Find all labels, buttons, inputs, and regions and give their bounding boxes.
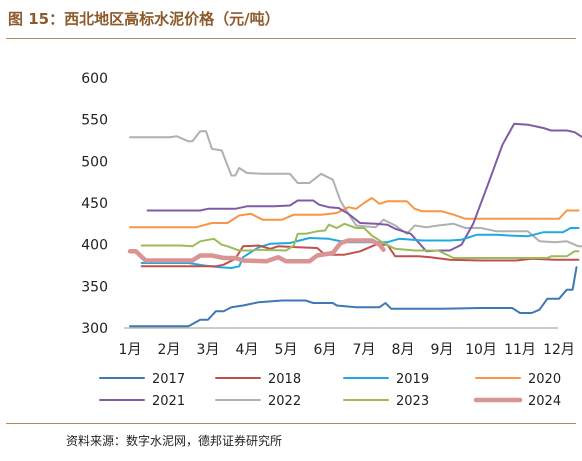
series-line-2023 [140,222,580,259]
x-tick-label: 3月 [197,342,220,358]
x-tick-label: 9月 [431,342,454,358]
source-note: 资料来源：数字水泥网，德邦证券研究所 [66,434,283,448]
x-tick-label: 5月 [275,342,298,358]
x-axis: 1月 2月 3月 4月 5月 6月 7月 8月 9月 10月 11月 12月 [119,327,575,358]
y-axis: 300 350 400 450 500 550 600 [81,71,108,337]
series-line-2017 [129,266,578,328]
legend-label-2021: 2021 [152,394,185,409]
chart-title: 图 15：西北地区高标水泥价格（元/吨） [8,10,280,28]
series-layer [127,122,582,328]
x-tick-label: 7月 [353,342,376,358]
legend-label-2020: 2020 [528,372,561,387]
x-tick-label: 8月 [392,342,415,358]
x-tick-label: 4月 [236,342,259,358]
x-tick-label: 11月 [504,342,536,358]
y-tick-label: 400 [81,238,108,254]
x-tick-label: 2月 [158,342,181,358]
x-tick-label: 6月 [314,342,337,358]
y-tick-label: 550 [81,113,108,129]
legend-label-2019: 2019 [396,372,429,387]
legend-label-2018: 2018 [268,372,301,387]
y-tick-label: 600 [81,71,108,87]
series-line-2021 [146,122,582,253]
legend-label-2022: 2022 [268,394,301,409]
series-line-2022 [129,130,582,248]
legend-label-2017: 2017 [152,372,185,387]
y-tick-label: 300 [81,321,108,337]
title-divider [6,38,576,39]
x-tick-label: 12月 [543,342,575,358]
x-tick-label: 1月 [119,342,142,358]
footer-divider [6,423,576,424]
series-line-2024 [127,238,386,264]
legend-label-2024: 2024 [528,394,561,409]
y-tick-label: 500 [81,154,108,170]
legend-label-2023: 2023 [396,394,429,409]
series-line-2019 [140,227,580,269]
y-tick-label: 450 [81,196,108,212]
x-tick-label: 10月 [465,342,497,358]
legend: 2017 2018 2019 2020 2021 2022 2023 2024 [99,372,561,409]
y-tick-label: 350 [81,279,108,295]
